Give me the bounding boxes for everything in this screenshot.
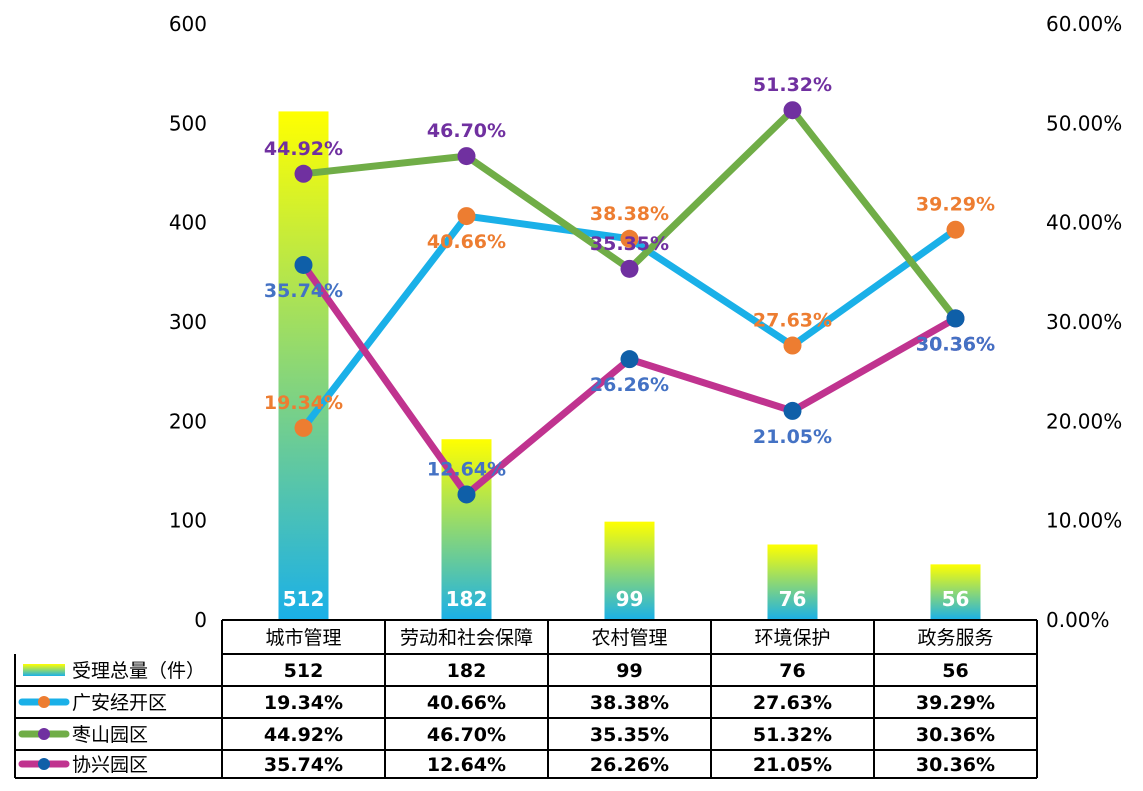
point-data-label: 38.38% bbox=[590, 203, 669, 225]
series-point bbox=[620, 350, 639, 369]
table-cell: 27.63% bbox=[753, 692, 832, 714]
legend-label: 广安经开区 bbox=[72, 692, 167, 714]
table-cell: 182 bbox=[447, 660, 487, 682]
y-left-tick-label: 300 bbox=[169, 310, 207, 334]
point-data-label: 46.70% bbox=[427, 120, 506, 142]
y-left-tick-label: 400 bbox=[169, 211, 207, 235]
y-right-tick-label: 10.00% bbox=[1046, 509, 1122, 533]
table-cell: 19.34% bbox=[264, 692, 343, 714]
y-left-tick-label: 500 bbox=[169, 111, 207, 135]
point-data-label: 30.36% bbox=[916, 333, 995, 355]
table-cell: 51.32% bbox=[753, 724, 832, 746]
legend-label: 枣山园区 bbox=[72, 724, 148, 746]
table-cell: 30.36% bbox=[916, 724, 995, 746]
bar bbox=[604, 521, 655, 620]
series-point bbox=[783, 101, 802, 120]
table-cell: 76 bbox=[779, 660, 805, 682]
category-label: 环境保护 bbox=[754, 627, 830, 649]
table-cell: 39.29% bbox=[916, 692, 995, 714]
series-point bbox=[783, 401, 802, 420]
point-data-label: 40.66% bbox=[427, 231, 506, 253]
y-right-tick-label: 20.00% bbox=[1046, 409, 1122, 433]
series-point bbox=[457, 147, 476, 166]
bar-data-label: 512 bbox=[283, 587, 325, 611]
table-cell: 26.26% bbox=[590, 754, 669, 776]
table-cell: 30.36% bbox=[916, 754, 995, 776]
series-point bbox=[946, 309, 965, 328]
bar-data-label: 76 bbox=[779, 587, 807, 611]
series-point bbox=[783, 336, 802, 355]
legend-swatch-marker bbox=[38, 758, 50, 770]
series-point bbox=[457, 207, 476, 226]
point-data-label: 39.29% bbox=[916, 194, 995, 216]
series-point bbox=[457, 485, 476, 504]
bar bbox=[278, 111, 329, 620]
series-point bbox=[946, 220, 965, 239]
legend-label: 协兴园区 bbox=[72, 754, 148, 776]
legend-swatch-marker bbox=[38, 696, 50, 708]
point-data-label: 35.74% bbox=[264, 280, 343, 302]
bar-data-label: 182 bbox=[446, 587, 488, 611]
y-right-tick-label: 40.00% bbox=[1046, 211, 1122, 235]
series-point bbox=[620, 259, 639, 278]
point-data-label: 27.63% bbox=[753, 310, 832, 332]
series-point bbox=[294, 255, 313, 274]
legend-swatch-marker bbox=[38, 728, 50, 740]
table-cell: 56 bbox=[942, 660, 968, 682]
point-data-label: 30.36% bbox=[916, 333, 995, 355]
point-data-label: 19.34% bbox=[264, 392, 343, 414]
series-point bbox=[294, 164, 313, 183]
category-label: 农村管理 bbox=[591, 627, 667, 649]
point-data-label: 26.26% bbox=[590, 374, 669, 396]
bar-data-label: 56 bbox=[942, 587, 970, 611]
legend-label: 受理总量（件） bbox=[72, 660, 205, 682]
y-right-tick-label: 0.00% bbox=[1046, 608, 1110, 632]
table-cell: 35.35% bbox=[590, 724, 669, 746]
bar-data-label: 99 bbox=[616, 587, 644, 611]
point-data-label: 21.05% bbox=[753, 426, 832, 448]
y-left-tick-label: 0 bbox=[194, 608, 207, 632]
point-data-label: 51.32% bbox=[753, 74, 832, 96]
point-data-label: 44.92% bbox=[264, 138, 343, 160]
bar bbox=[767, 544, 818, 620]
table-cell: 35.74% bbox=[264, 754, 343, 776]
bar bbox=[930, 564, 981, 620]
point-data-label: 35.35% bbox=[590, 233, 669, 255]
point-data-label: 12.64% bbox=[427, 458, 506, 480]
table-cell: 38.38% bbox=[590, 692, 669, 714]
category-label: 劳动和社会保障 bbox=[400, 627, 533, 649]
series-point bbox=[620, 229, 639, 248]
table-cell: 46.70% bbox=[427, 724, 506, 746]
legend-swatch-bar bbox=[23, 664, 65, 676]
category-label: 城市管理 bbox=[265, 627, 341, 649]
table-cell: 12.64% bbox=[427, 754, 506, 776]
table-cell: 44.92% bbox=[264, 724, 343, 746]
y-right-tick-label: 60.00% bbox=[1046, 12, 1122, 36]
table-cell: 40.66% bbox=[427, 692, 506, 714]
y-left-tick-label: 200 bbox=[169, 409, 207, 433]
category-label: 政务服务 bbox=[917, 627, 993, 649]
y-left-tick-label: 600 bbox=[169, 12, 207, 36]
table-cell: 99 bbox=[616, 660, 642, 682]
series-point bbox=[294, 418, 313, 437]
table-cell: 512 bbox=[284, 660, 324, 682]
table-cell: 21.05% bbox=[753, 754, 832, 776]
y-right-tick-label: 50.00% bbox=[1046, 111, 1122, 135]
y-left-tick-label: 100 bbox=[169, 509, 207, 533]
y-right-tick-label: 30.00% bbox=[1046, 310, 1122, 334]
